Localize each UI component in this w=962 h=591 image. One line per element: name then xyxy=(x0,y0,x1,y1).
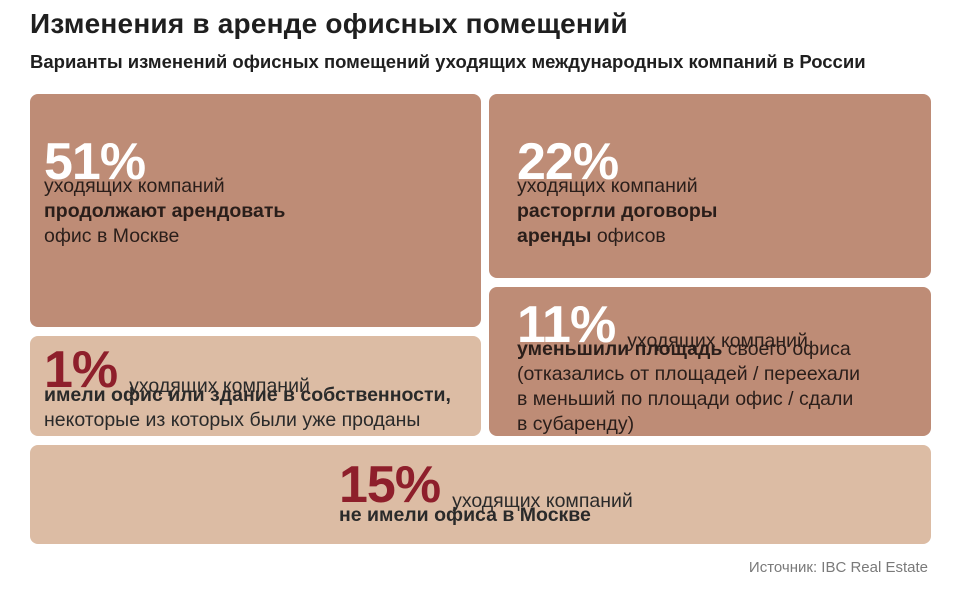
tile-1-text2: некоторые из которых были уже проданы xyxy=(44,409,421,431)
tile-1: 1% уходящих компаний имели офис или здан… xyxy=(30,336,481,436)
tile-15-percent: 15% xyxy=(339,456,441,514)
tile-51-text2: офис в Москве xyxy=(44,225,180,247)
tile-51-percent: 51% xyxy=(44,133,146,191)
tile-11-text1: уходящих компаний xyxy=(627,330,808,352)
tile-11-bold: уменьшили площадь xyxy=(517,338,723,360)
tile-15: 15% уходящих компаний не имели офиса в М… xyxy=(30,445,931,544)
tile-22: 22% уходящих компаний расторгли договоры… xyxy=(489,94,931,278)
page-subtitle: Варианты изменений офисных помещений ухо… xyxy=(30,51,866,72)
tile-1-bold: имели офис или здание в собственности, xyxy=(44,384,451,406)
tile-1-text1: уходящих компаний xyxy=(129,375,310,397)
source-note: Источник: IBC Real Estate xyxy=(748,559,928,576)
tile-22-text1: уходящих компаний xyxy=(517,175,698,197)
tile-11-text2: своего офиса xyxy=(722,338,851,360)
tile-51-text1: уходящих компаний xyxy=(44,175,225,197)
page-title: Изменения в аренде офисных помещений xyxy=(30,8,628,39)
tile-22-bold-line1: расторгли договоры xyxy=(517,200,718,222)
tile-1-percent: 1% xyxy=(44,341,118,399)
tile-11-line3: (отказались от площадей / переехали xyxy=(517,363,860,385)
tile-11-line5: в субаренду) xyxy=(517,413,635,435)
tile-11-percent: 11% xyxy=(517,296,616,354)
tile-22-percent: 22% xyxy=(517,133,619,191)
tile-15-bold: не имели офиса в Москве xyxy=(339,504,591,526)
tile-22-bold-line2: аренды xyxy=(517,225,592,247)
tile-51: 51% уходящих компаний продолжают арендов… xyxy=(30,94,481,327)
tile-51-bold: продолжают арендовать xyxy=(44,200,286,222)
tile-15-text1: уходящих компаний xyxy=(452,490,633,512)
tile-11: 11% уходящих компаний уменьшили площадь … xyxy=(489,287,931,436)
tile-22-text2: офисов xyxy=(591,225,666,247)
tile-11-line4: в меньший по площади офис / сдали xyxy=(517,388,854,410)
